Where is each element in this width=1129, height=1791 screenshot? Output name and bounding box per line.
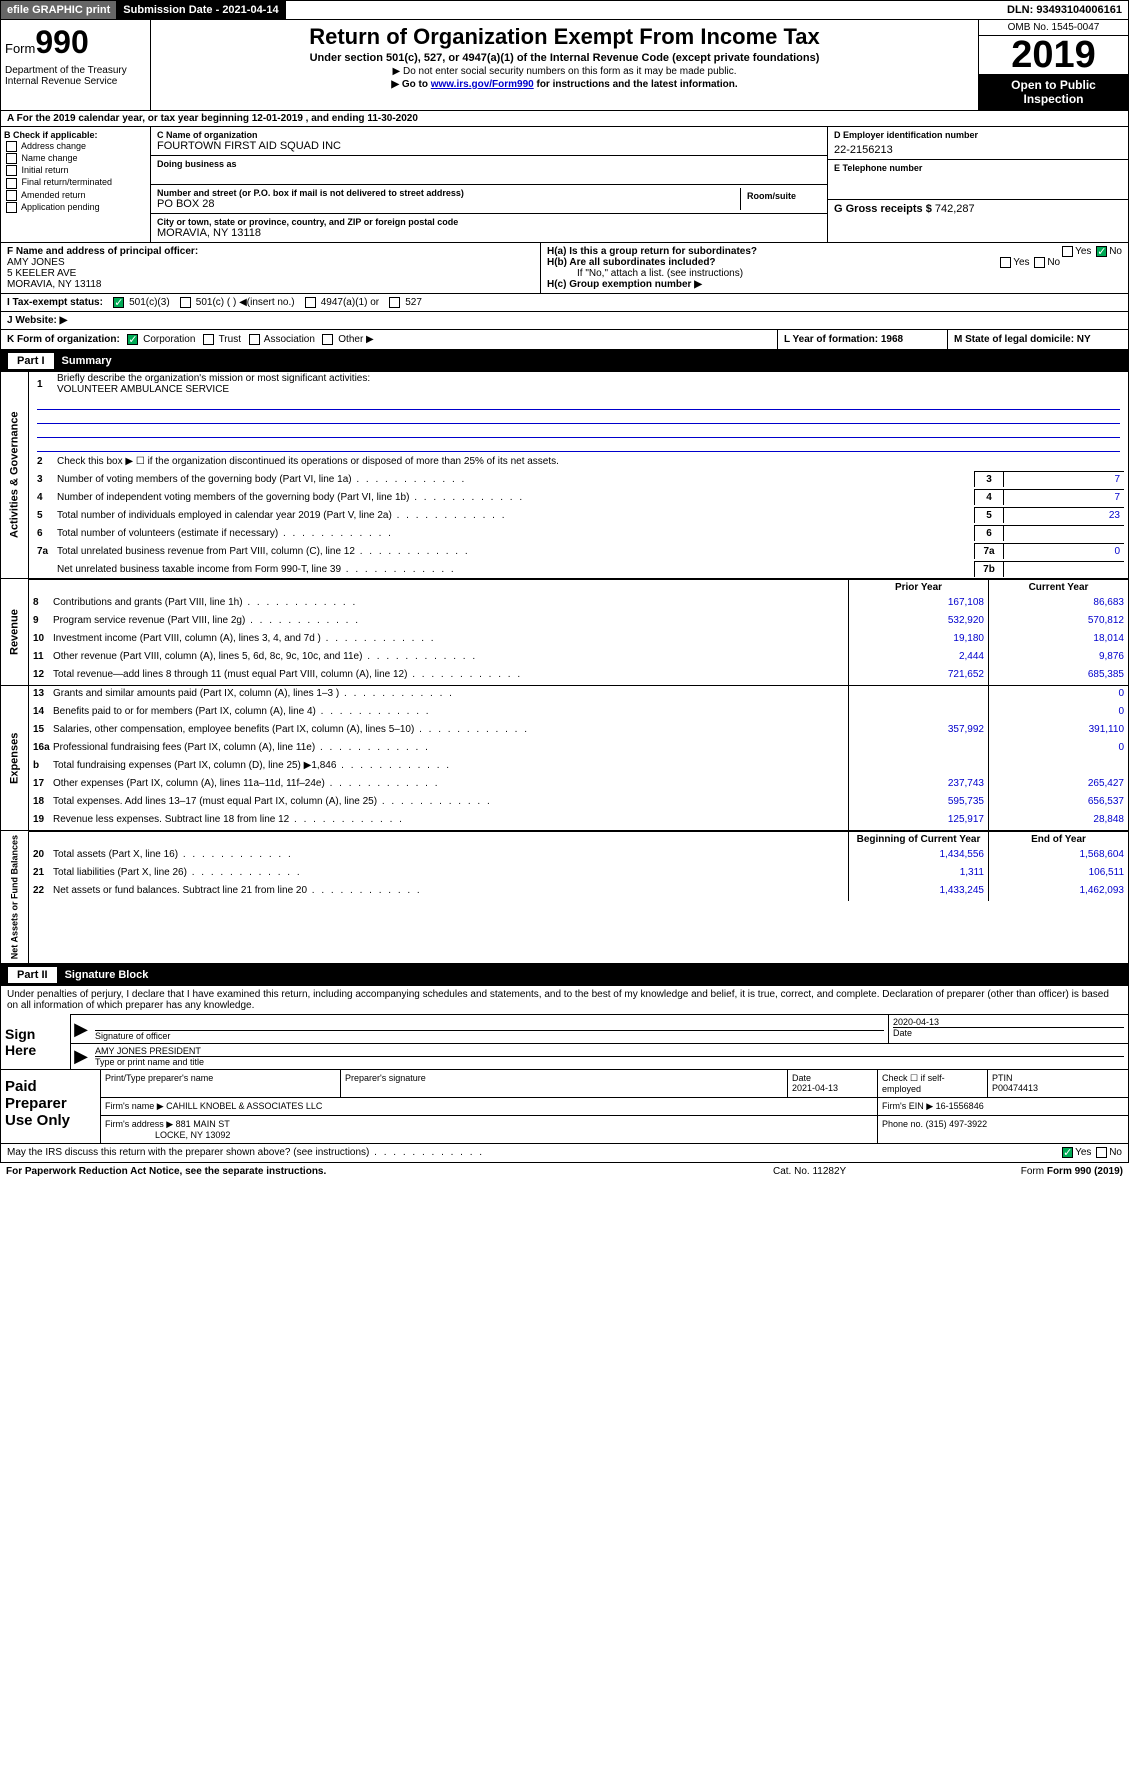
firm-ein: Firm's EIN ▶ 16-1556846 (878, 1098, 1128, 1115)
prep-sig-label: Preparer's signature (341, 1070, 788, 1097)
phone-label: E Telephone number (834, 163, 1122, 173)
preparer-label: Paid Preparer Use Only (1, 1070, 101, 1143)
hb-note: If "No," attach a list. (see instruction… (547, 268, 1122, 279)
firm-phone: Phone no. (315) 497-3922 (878, 1116, 1128, 1143)
submission-date: Submission Date - 2021-04-14 (117, 1, 285, 19)
m-state: M State of legal domicile: NY (948, 330, 1128, 349)
discuss-row: May the IRS discuss this return with the… (0, 1144, 1129, 1162)
type-name-label: Type or print name and title (95, 1057, 204, 1067)
prep-self-emp: Check ☐ if self-employed (878, 1070, 988, 1097)
sig-date-val: 2020-04-13 (893, 1017, 1124, 1028)
ha-question: H(a) Is this a group return for subordin… (547, 246, 1122, 257)
org-address: PO BOX 28 (157, 198, 740, 210)
chk-final[interactable]: Final return/terminated (4, 177, 147, 188)
prep-date: Date2021-04-13 (788, 1070, 878, 1097)
dba-label: Doing business as (157, 159, 821, 169)
org-name-label: C Name of organization (157, 130, 821, 140)
dln: DLN: 93493104006161 (1001, 1, 1128, 19)
hb-question: H(b) Are all subordinates included? Yes … (547, 257, 1122, 268)
open-public: Open to Public Inspection (979, 74, 1128, 110)
city-label: City or town, state or province, country… (157, 217, 821, 227)
arrow-icon: ▶ (71, 1015, 91, 1043)
declaration-text: Under penalties of perjury, I declare th… (1, 986, 1128, 1014)
l-year: L Year of formation: 1968 (778, 330, 948, 349)
chk-application[interactable]: Application pending (4, 202, 147, 213)
sig-officer-label: Signature of officer (95, 1031, 170, 1041)
sign-here-label: Sign Here (1, 1014, 71, 1069)
org-name: FOURTOWN FIRST AID SQUAD INC (157, 140, 821, 152)
part2-header: Part II Signature Block (0, 964, 1129, 986)
addr-label: Number and street (or P.O. box if mail i… (157, 188, 740, 198)
side-netassets: Net Assets or Fund Balances (1, 831, 29, 963)
note-link: ▶ Go to www.irs.gov/Form990 for instruct… (159, 79, 970, 90)
gross-receipts: G Gross receipts $ 742,287 (828, 200, 1128, 218)
top-bar: efile GRAPHIC print Submission Date - 20… (0, 0, 1129, 20)
arrow-icon: ▶ (71, 1044, 91, 1069)
k-form-org: K Form of organization: Corporation Trus… (1, 330, 778, 349)
chk-name[interactable]: Name change (4, 153, 147, 164)
bottom-line: For Paperwork Reduction Act Notice, see … (0, 1163, 1129, 1180)
website-row: J Website: ▶ (0, 312, 1129, 330)
irs-link[interactable]: www.irs.gov/Form990 (431, 79, 534, 90)
form-title: Return of Organization Exempt From Incom… (159, 24, 970, 50)
note-ssn: ▶ Do not enter social security numbers o… (159, 66, 970, 77)
firm-addr: Firm's address ▶ 881 MAIN ST LOCKE, NY 1… (101, 1116, 878, 1143)
form-header: Form990 Department of the Treasury Inter… (0, 20, 1129, 111)
side-revenue: Revenue (1, 579, 29, 685)
form-number: Form990 (5, 24, 146, 61)
efile-button[interactable]: efile GRAPHIC print (1, 1, 117, 19)
officer-addr2: MORAVIA, NY 13118 (7, 279, 534, 290)
form-subtitle: Under section 501(c), 527, or 4947(a)(1)… (159, 52, 970, 64)
org-city: MORAVIA, NY 13118 (157, 227, 821, 239)
side-governance: Activities & Governance (1, 372, 29, 578)
ein-label: D Employer identification number (834, 130, 1122, 140)
officer-name: AMY JONES (7, 257, 534, 268)
hc-label: H(c) Group exemption number ▶ (547, 279, 1122, 290)
room-label: Room/suite (747, 191, 815, 201)
officer-label: F Name and address of principal officer: (7, 246, 198, 257)
chk-initial[interactable]: Initial return (4, 165, 147, 176)
tax-year: 2019 (979, 36, 1128, 74)
ein-value: 22-2156213 (834, 140, 1122, 156)
part1-header: Part I Summary (0, 350, 1129, 372)
prep-name-label: Print/Type preparer's name (101, 1070, 341, 1097)
prep-ptin: PTINP00474413 (988, 1070, 1128, 1097)
firm-name: Firm's name ▶ CAHILL KNOBEL & ASSOCIATES… (101, 1098, 878, 1115)
sig-date-label: Date (893, 1028, 912, 1038)
chk-amended[interactable]: Amended return (4, 190, 147, 201)
chk-address[interactable]: Address change (4, 141, 147, 152)
info-grid: B Check if applicable: Address change Na… (0, 127, 1129, 243)
dept-label: Department of the Treasury Internal Reve… (5, 65, 146, 87)
officer-addr1: 5 KEELER AVE (7, 268, 534, 279)
tax-status-row: I Tax-exempt status: 501(c)(3) 501(c) ( … (0, 294, 1129, 312)
side-expenses: Expenses (1, 686, 29, 830)
officer-name-title: AMY JONES PRESIDENT (95, 1046, 1124, 1057)
checkbox-column: B Check if applicable: Address change Na… (1, 127, 151, 242)
tax-period: A For the 2019 calendar year, or tax yea… (0, 111, 1129, 127)
